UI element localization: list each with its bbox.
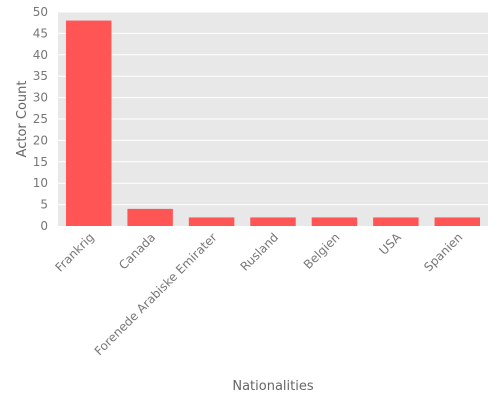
y-tick-label: 15 [33, 155, 48, 169]
x-tick-label: Spanien [421, 230, 465, 274]
bar-canada [127, 209, 172, 226]
bar-forenede-arabiske-emirater [189, 217, 234, 226]
x-tick-label: Rusland [238, 230, 282, 274]
y-tick-label: 40 [33, 48, 48, 62]
x-tick-label: Forenede Arabiske Emirater [92, 230, 220, 358]
bar-frankrig [66, 21, 111, 226]
y-tick-label: 5 [40, 198, 48, 212]
y-tick-label: 25 [33, 112, 48, 126]
x-tick-label: USA [377, 230, 405, 258]
y-axis-label: Actor Count [15, 81, 30, 158]
y-tick-label: 0 [40, 219, 48, 233]
bar-rusland [250, 217, 295, 226]
bar-belgien [312, 217, 357, 226]
y-tick-label: 45 [33, 26, 48, 40]
bar-usa [373, 217, 418, 226]
x-tick-label: Canada [116, 230, 158, 272]
y-tick-label: 20 [33, 133, 48, 147]
y-tick-label: 10 [33, 176, 48, 190]
y-tick-label: 35 [33, 69, 48, 83]
y-tick-label: 50 [33, 5, 48, 19]
x-axis-label: Nationalities [232, 379, 313, 394]
bar-spanien [435, 217, 480, 226]
y-axis-ticks: 0 5 10 15 20 25 30 35 40 45 50 [33, 5, 48, 233]
x-tick-label: Frankrig [52, 230, 96, 274]
x-tick-label: Belgien [301, 230, 343, 272]
y-tick-label: 30 [33, 91, 48, 105]
